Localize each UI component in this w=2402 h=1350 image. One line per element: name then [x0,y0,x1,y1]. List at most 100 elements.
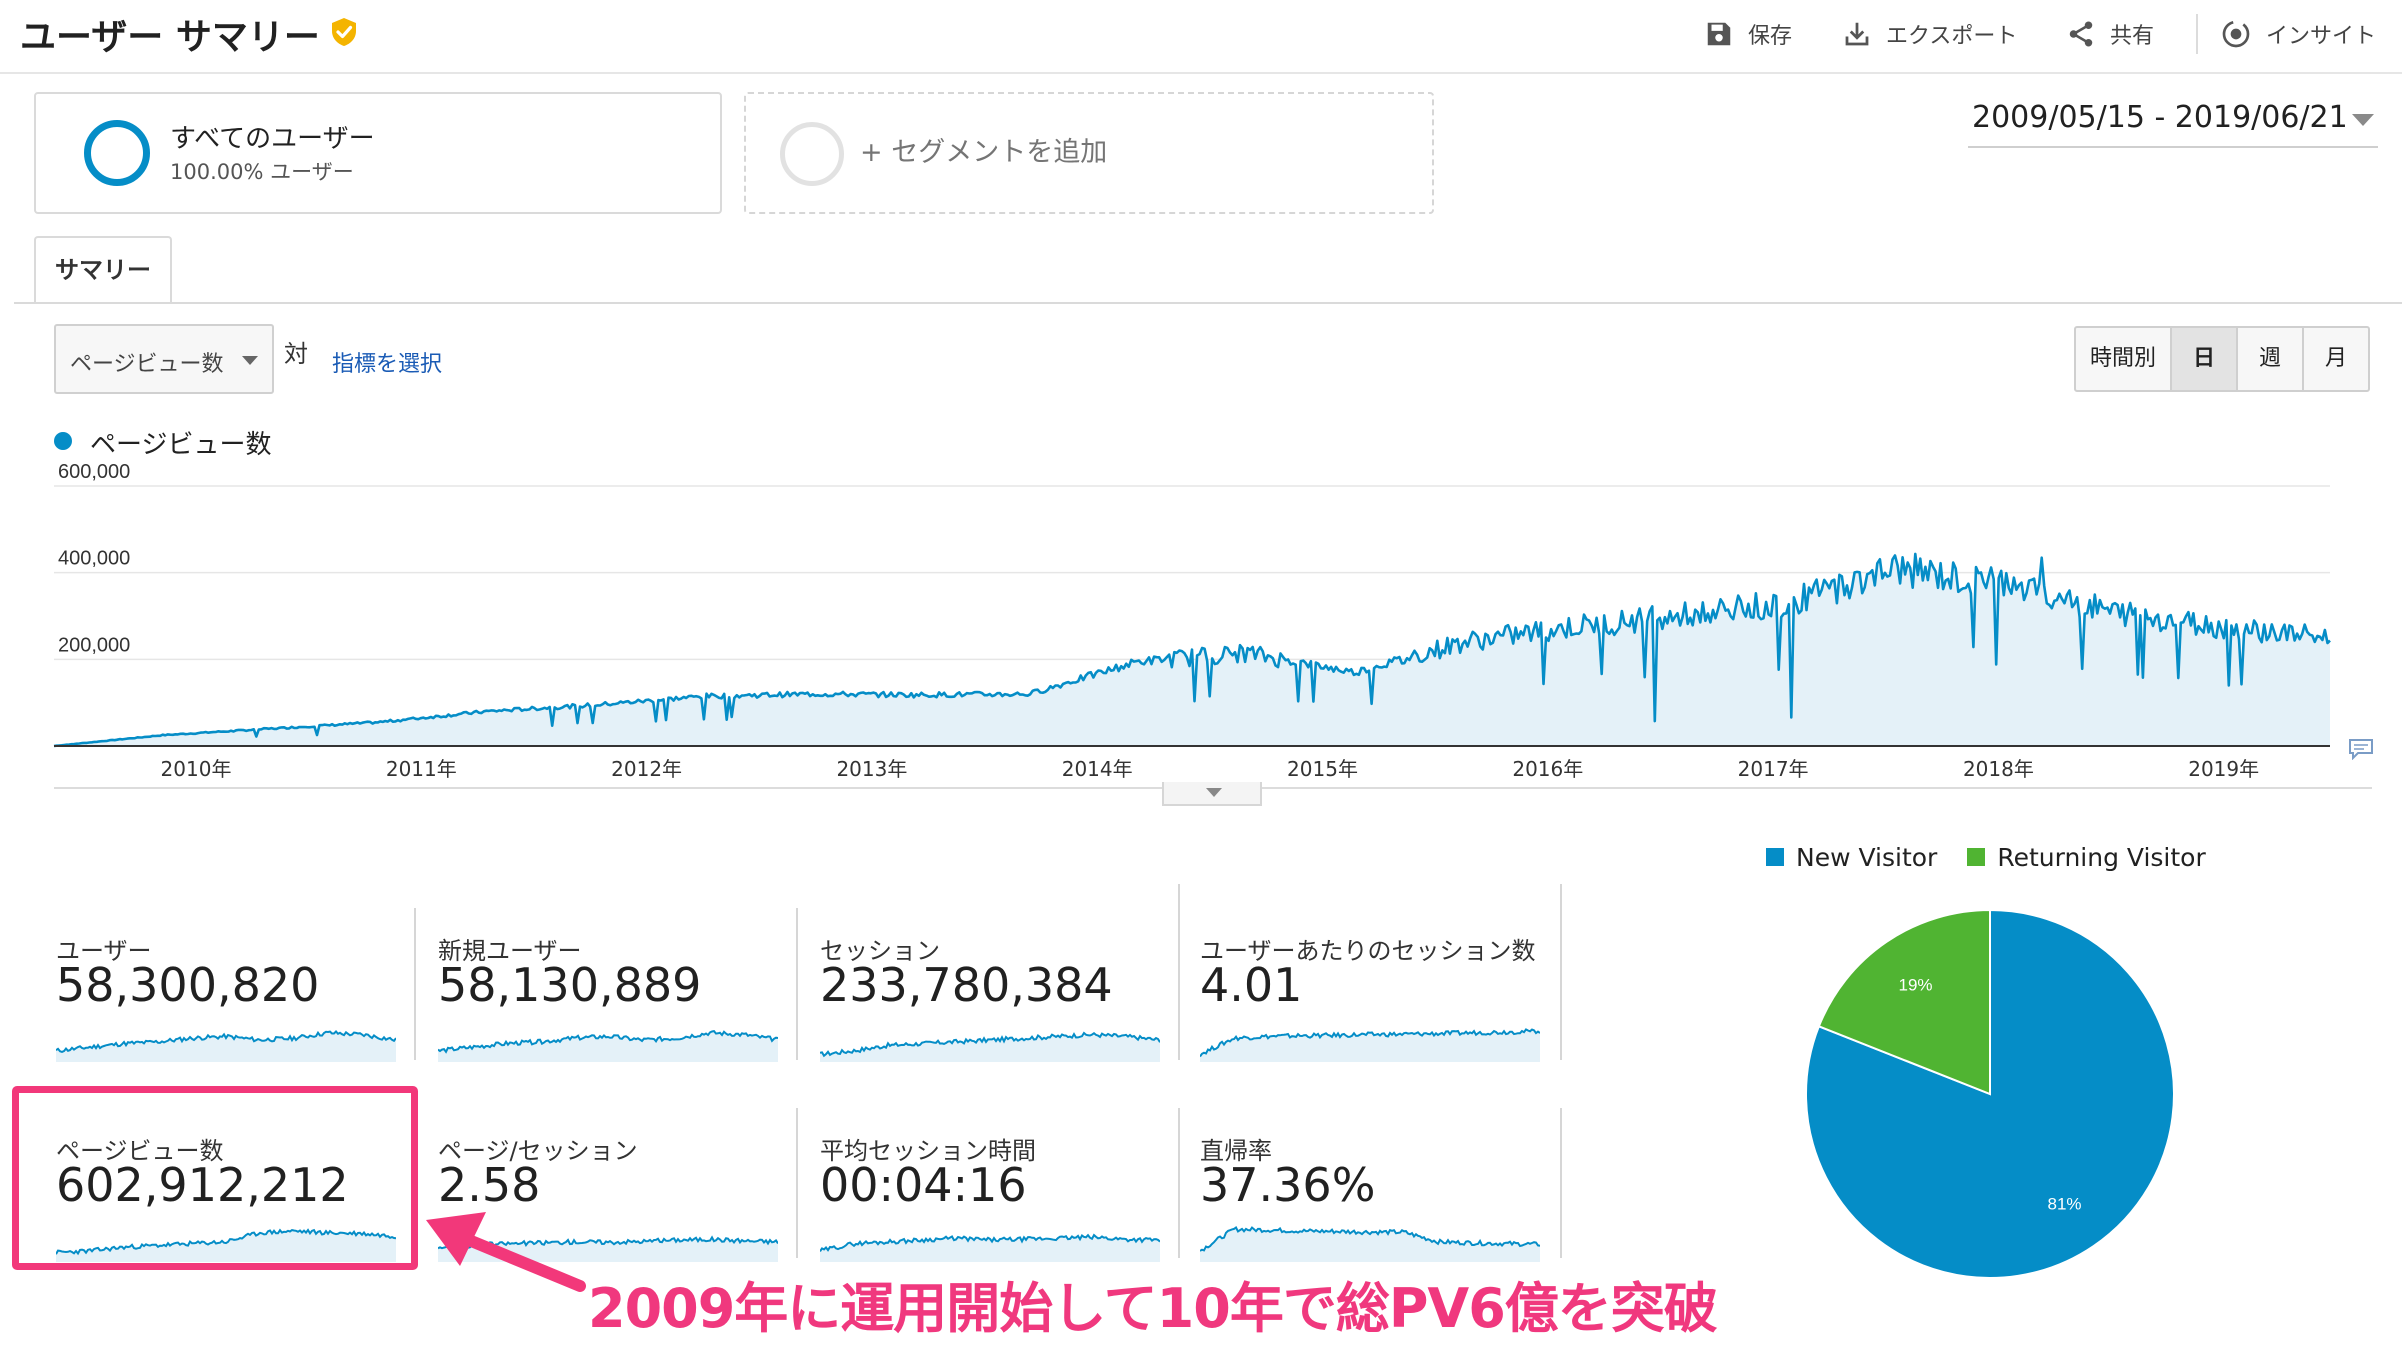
annotation-caption: 2009年に運用開始して10年で総PV6億を突破 [588,1277,1718,1340]
scorecard-sparkline [820,1031,1160,1062]
sparkline-area [56,1230,396,1262]
sparkline-area [1200,1029,1540,1062]
x-tick-label: 2019年 [2188,757,2259,781]
scorecard-divider [1178,1108,1180,1258]
scorecard-label: ページビュー数 [56,1137,224,1165]
export-icon [1845,22,1869,46]
scorecard-avg-session-duration[interactable]: 平均セッション時間 00:04:16 [820,1080,1200,1270]
scorecard-sparkline [1200,1226,1540,1262]
scorecard-divider [1560,1108,1562,1258]
scorecard-sessions[interactable]: セッション 233,780,384 [820,880,1200,1070]
x-tick-label: 2011年 [386,757,457,781]
x-tick-label: 2016年 [1512,757,1583,781]
granularity-hourly-button[interactable]: 時間別 [2074,326,2172,392]
chevron-down-icon [1206,788,1222,797]
y-tick-label: 400,000 [58,548,130,570]
select-metric-link[interactable]: 指標を選択 [332,352,443,377]
sparkline-area [56,1031,396,1062]
pie-label-new-visitor: 81% [2047,1195,2081,1214]
save-label: 保存 [1748,24,1793,49]
granularity-day-button[interactable]: 日 [2170,326,2238,392]
legend-returning-visitor: Returning Visitor [1997,842,2206,872]
chevron-down-icon [2352,114,2374,126]
x-tick-label: 2017年 [1738,757,1809,781]
tab-divider [14,302,2402,304]
scorecard-label: ユーザー [56,937,152,965]
sparkline-line [820,1233,1160,1252]
scorecard-label: 平均セッション時間 [820,1137,1036,1165]
y-tick-label: 200,000 [58,634,130,656]
scorecard-value: 602,912,212 [56,1158,349,1212]
legend-swatch-new [1766,848,1784,866]
scorecard-users[interactable]: ユーザー 58,300,820 [56,880,436,1070]
x-tick-label: 2015年 [1287,757,1358,781]
scorecard-bounce-rate[interactable]: 直帰率 37.36% [1200,1080,1580,1270]
chart-legend-label: ページビュー数 [90,430,272,460]
scorecard-divider [796,908,798,1060]
granularity-week-button[interactable]: 週 [2236,326,2304,392]
toolbar-divider [2196,14,2198,54]
pageviews-highlight-box [12,1086,418,1270]
scorecard-pages-per-session[interactable]: ページ/セッション 2.58 [438,1080,818,1270]
export-button[interactable]: エクスポート [1842,14,2017,54]
share-icon [2069,21,2093,47]
date-range-text: 2009/05/15 - 2019/06/21 [1972,100,2348,135]
segment-ring-icon [84,120,150,186]
scorecard-value: 58,130,889 [438,958,702,1012]
visitor-type-pie-chart: 81% 19% [1805,908,2175,1279]
sparkline-area [1200,1227,1540,1262]
sparkline-line [438,1030,778,1054]
granularity-month-button[interactable]: 月 [2302,326,2370,392]
legend-swatch-returning [1967,848,1986,866]
chevron-down-icon [242,356,258,365]
segment-all-users[interactable]: すべてのユーザー 100.00% ユーザー [34,92,722,214]
export-label: エクスポート [1886,24,2018,49]
sparkline-area [820,1033,1160,1062]
insights-icon [2222,20,2250,48]
scorecard-divider [796,1108,798,1258]
scorecard-value: 2.58 [438,1158,541,1212]
share-label: 共有 [2110,24,2155,49]
verified-badge-icon [332,18,356,46]
legend-dot-icon [54,432,72,450]
scorecard-label: 直帰率 [1200,1137,1272,1165]
save-button[interactable]: 保存 [1704,14,1792,54]
add-segment-label: + セグメントを追加 [860,137,1108,168]
save-icon [1707,22,1731,46]
scorecard-new-users[interactable]: 新規ユーザー 58,130,889 [438,880,818,1070]
insights-button[interactable]: インサイト [2220,14,2376,54]
y-tick-label: 600,000 [58,461,130,483]
insights-label: インサイト [2266,24,2377,49]
x-tick-label: 2014年 [1062,757,1133,781]
scorecard-pageviews[interactable]: ページビュー数 602,912,212 [56,1080,436,1270]
annotation-icon[interactable] [2348,738,2374,760]
legend-new-visitor: New Visitor [1796,842,1938,872]
scorecard-sparkline [56,1228,396,1262]
share-button[interactable]: 共有 [2066,14,2154,54]
metric-dropdown[interactable]: ページビュー数 [54,324,274,394]
x-tick-label: 2012年 [611,757,682,781]
chart-expand-handle[interactable] [1162,782,1262,806]
scorecard-label: ユーザーあたりのセッション数 [1200,937,1536,965]
scorecard-value: 233,780,384 [820,958,1113,1012]
date-range-picker[interactable]: 2009/05/15 - 2019/06/21 [1968,96,2378,148]
scorecard-sessions-per-user[interactable]: ユーザーあたりのセッション数 4.01 [1200,880,1580,1070]
tab-summary[interactable]: サマリー [34,236,172,304]
sparkline-area [438,1031,778,1062]
series-line [53,552,2331,748]
add-segment-button[interactable]: + セグメントを追加 [744,92,1434,214]
x-tick-label: 2018年 [1963,757,2034,781]
scorecard-label: ページ/セッション [438,1137,638,1165]
sparkline-line [1200,1028,1540,1058]
x-tick-label: 2010年 [161,757,232,781]
scorecard-divider [1560,884,1562,1060]
arrow-icon [426,1212,586,1292]
report-header: ユーザー サマリー 保存 エクスポート 共有 インサイト [0,0,2402,74]
sparkline-line [820,1031,1160,1058]
scorecard-label: 新規ユーザー [438,937,582,965]
pie-legend: New Visitor Returning Visitor [1766,842,2206,872]
empty-segment-ring-icon [780,122,844,186]
sparkline-line [1200,1226,1540,1252]
sparkline-line [56,1228,396,1256]
scorecard-sparkline [1200,1028,1540,1062]
